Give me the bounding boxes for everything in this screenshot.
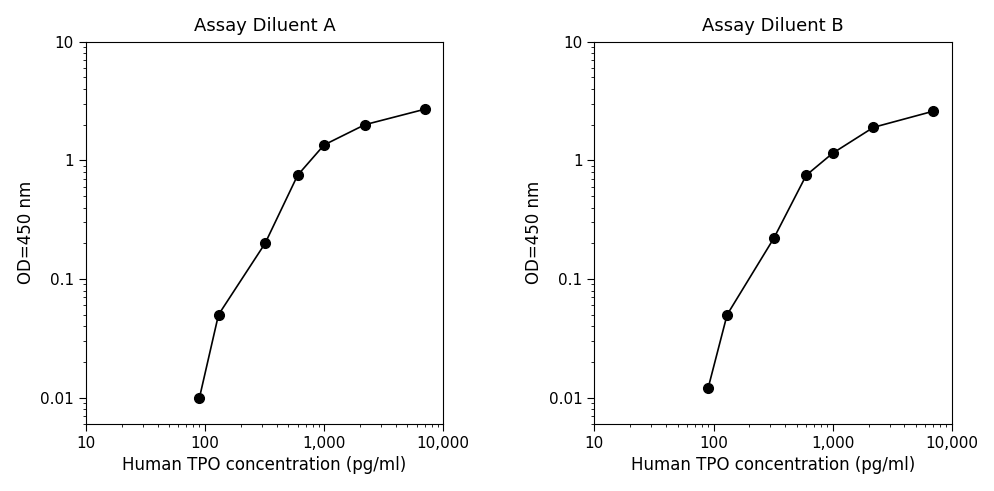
Y-axis label: OD=450 nm: OD=450 nm [525,181,543,284]
Title: Assay Diluent A: Assay Diluent A [194,17,335,35]
Y-axis label: OD=450 nm: OD=450 nm [17,181,35,284]
X-axis label: Human TPO concentration (pg/ml): Human TPO concentration (pg/ml) [630,456,914,474]
Title: Assay Diluent B: Assay Diluent B [702,17,843,35]
X-axis label: Human TPO concentration (pg/ml): Human TPO concentration (pg/ml) [122,456,407,474]
